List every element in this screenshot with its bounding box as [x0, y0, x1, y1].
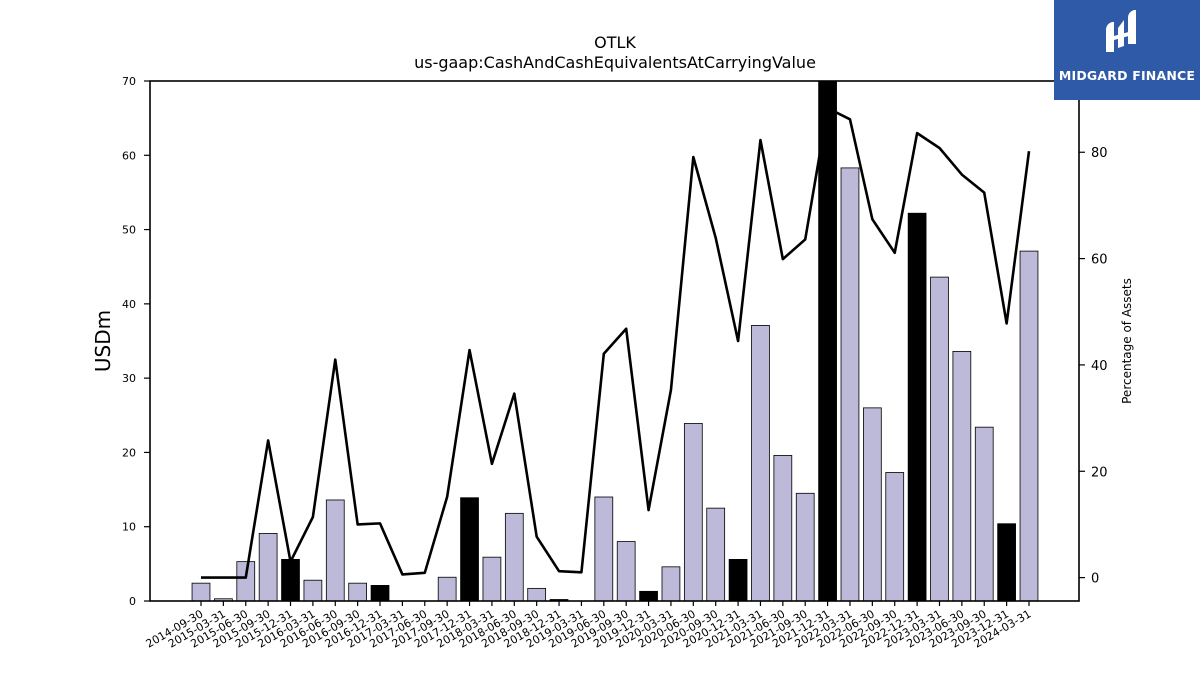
bar: [258, 533, 278, 602]
y2-tick-label: 40: [1091, 359, 1108, 374]
plot-frame: [149, 80, 1080, 602]
bar: [236, 561, 256, 602]
bar: [885, 472, 905, 602]
bar: [706, 507, 726, 602]
bar: [952, 350, 972, 602]
bar: [191, 582, 211, 602]
y2-tick-label: 60: [1091, 253, 1108, 268]
bar: [818, 80, 837, 602]
y-tick-label: 40: [122, 298, 136, 311]
y-axis-left: 0 10 20 30 40 50 60 70: [122, 75, 150, 608]
y-tick-label: 20: [122, 446, 136, 459]
bar: [616, 541, 636, 602]
series-line: [201, 106, 1031, 579]
y-tick-label: 70: [122, 75, 136, 88]
bar: [639, 590, 658, 602]
y-tick-label: 10: [122, 521, 136, 534]
y-tick-label: 50: [122, 224, 136, 237]
line-series: [201, 106, 1031, 579]
y2-tick-label: 80: [1091, 146, 1108, 161]
bar: [460, 497, 479, 602]
bar: [773, 454, 793, 602]
bar: [325, 499, 345, 602]
bar: [840, 167, 860, 602]
bar: [728, 559, 748, 602]
bar: [303, 579, 323, 602]
chart-title: OTLK: [594, 33, 636, 52]
bar: [974, 426, 994, 602]
y2-tick-label: 20: [1091, 465, 1108, 480]
midgard-finance-logo: MIDGARD FINANCE: [1054, 0, 1200, 100]
bar: [504, 512, 524, 602]
bar: [437, 576, 457, 602]
bar: [482, 556, 502, 602]
y-tick-label: 0: [129, 595, 136, 608]
bar: [370, 585, 390, 602]
bar: [683, 423, 703, 602]
y2-axis-label: Percentage of Assets: [1120, 278, 1134, 404]
bar: [1019, 250, 1039, 602]
bar-series: [191, 80, 1039, 602]
y2-tick-label: 0: [1091, 572, 1099, 587]
bar: [907, 212, 927, 602]
bar: [863, 407, 882, 602]
bar: [751, 324, 770, 602]
logo-brand-text: MIDGARD FINANCE: [1058, 68, 1196, 83]
bar: [997, 523, 1016, 602]
y-tick-label: 60: [122, 149, 136, 162]
y-axis-label: USDm: [91, 310, 115, 372]
chart-subtitle: us-gaap:CashAndCashEquivalentsAtCarrying…: [414, 53, 816, 72]
bar: [661, 566, 681, 602]
x-axis: 2014-09-302015-03-312015-06-302015-09-30…: [144, 601, 1034, 651]
midgard-finance-logo-icon: [1106, 10, 1136, 52]
bar: [930, 276, 949, 602]
bar: [795, 492, 815, 602]
bar: [281, 559, 300, 602]
y-tick-label: 30: [122, 372, 136, 385]
bar: [527, 587, 547, 602]
y-axis-right: 0 20 40 60 80: [1079, 146, 1108, 587]
bar: [348, 582, 368, 602]
bar: [594, 496, 614, 602]
